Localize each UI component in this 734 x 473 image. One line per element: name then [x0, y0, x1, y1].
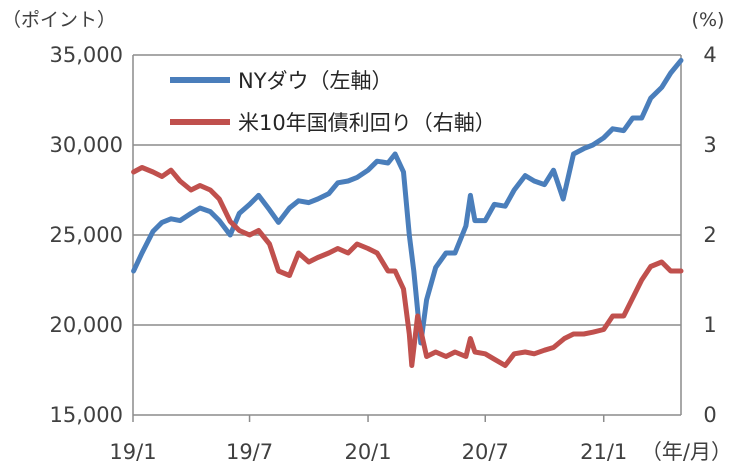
- right-tick-label: 3: [703, 133, 716, 157]
- left-tick-label: 35,000: [50, 43, 123, 67]
- right-tick-label: 4: [703, 43, 716, 67]
- x-tick-label: 20/1: [344, 440, 391, 464]
- x-tick-label: 20/7: [462, 440, 509, 464]
- x-axis-unit: （年/月）: [641, 440, 732, 464]
- right-axis-unit: (%): [692, 9, 725, 31]
- legend: NYダウ（左軸） 米10年国債利回り（右軸）: [170, 69, 496, 135]
- right-tick-label: 2: [703, 223, 716, 247]
- right-tick-label: 0: [703, 403, 716, 427]
- series-line-0: [131, 57, 684, 346]
- right-tick-labels: 0 1 2 3 4: [703, 43, 716, 427]
- x-tick-labels: 19/1 19/7 20/1 20/7 21/1: [109, 415, 627, 464]
- left-axis-unit: （ポイント）: [2, 9, 116, 31]
- series-line-1: [131, 165, 684, 368]
- left-tick-label: 30,000: [50, 133, 123, 157]
- x-tick-label: 19/7: [226, 440, 273, 464]
- left-tick-label: 25,000: [50, 223, 123, 247]
- series-lines: [131, 57, 684, 368]
- right-tick-label: 1: [703, 313, 716, 337]
- legend-label: 米10年国債利回り（右軸）: [238, 111, 496, 135]
- left-tick-label: 20,000: [50, 313, 123, 337]
- x-tick-label: 19/1: [109, 440, 156, 464]
- left-tick-label: 15,000: [50, 403, 123, 427]
- x-tick-label: 21/1: [580, 440, 627, 464]
- legend-label: NYダウ（左軸）: [238, 69, 393, 93]
- left-tick-labels: 15,000 20,000 25,000 30,000 35,000: [50, 43, 123, 427]
- axes: [132, 55, 682, 416]
